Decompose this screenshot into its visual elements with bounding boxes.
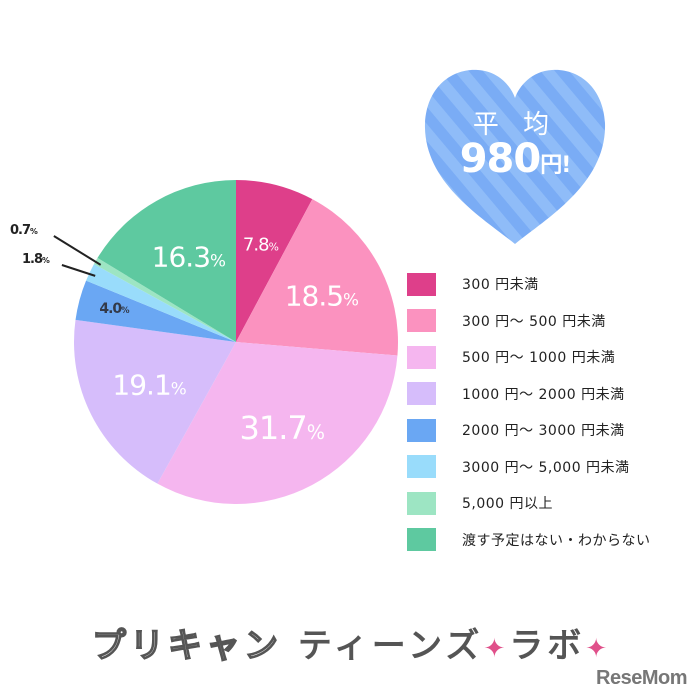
slice-value-label: 0.7% (10, 223, 38, 238)
slice-value-label: 16.3% (151, 240, 226, 274)
legend-swatch (407, 455, 436, 479)
legend-swatch (407, 309, 436, 333)
legend-item: 5,000 円以上 (407, 485, 651, 522)
slice-value-label: 19.1% (112, 368, 186, 402)
pie-slice (75, 280, 237, 342)
brand-solid-text-1: ティーンズ (297, 626, 484, 666)
legend-swatch (407, 491, 436, 515)
average-amount: 980 (459, 136, 541, 182)
legend-item: 500 円～ 1000 円未満 (407, 339, 651, 376)
legend-item: 300 円未満 (407, 266, 651, 303)
legend-item: 1000 円～ 2000 円未満 (407, 376, 651, 413)
pie-slice (236, 180, 313, 342)
legend-label: 500 円～ 1000 円未満 (462, 350, 616, 367)
legend-swatch (407, 345, 436, 369)
average-label: 平 均 (472, 110, 558, 140)
brand-outline-text: プリキャン (91, 625, 282, 667)
publisher-logo: ReseMom (596, 667, 687, 689)
sparkle-icon: ✦ (483, 634, 510, 664)
pie-slice (236, 199, 398, 356)
legend-label: 1000 円～ 2000 円未満 (462, 386, 625, 403)
brand-solid-text-2: ラボ (509, 626, 586, 666)
average-unit: 円! (540, 153, 571, 178)
slice-value-label: 1.8% (22, 252, 50, 267)
slice-value-label: 18.5% (284, 279, 359, 313)
brand-logo: プリキャン ティーンズ✦ラボ✦ (91, 618, 612, 667)
legend-label: 300 円～ 500 円未満 (462, 313, 606, 330)
legend-item: 渡す予定はない・わからない (407, 522, 651, 559)
legend-label: 300 円未満 (462, 277, 539, 294)
legend-swatch (407, 418, 436, 442)
sparkle-icon: ✦ (585, 634, 612, 664)
legend-item: 2000 円～ 3000 円未満 (407, 412, 651, 449)
pie-slice (93, 257, 236, 342)
slice-value-label: 7.8% (242, 234, 279, 256)
chart-legend: 300 円未満 300 円～ 500 円未満 500 円～ 1000 円未満 1000… (407, 266, 651, 558)
legend-label: 5,000 円以上 (462, 496, 554, 513)
legend-item: 3000 円～ 5,000 円未満 (407, 449, 651, 486)
legend-swatch (407, 528, 436, 552)
slice-value-label: 4.0% (99, 301, 129, 318)
legend-label: 渡す予定はない・わからない (462, 532, 651, 549)
legend-label: 3000 円～ 5,000 円未満 (462, 459, 630, 476)
pie-slice (74, 319, 236, 484)
slice-value-label: 31.7% (239, 408, 325, 447)
heart-badge (424, 69, 606, 244)
legend-item: 300 円～ 500 円未満 (407, 303, 651, 340)
pie-slice (86, 264, 236, 342)
pie-slice (157, 342, 398, 504)
average-value: 980円! (423, 136, 607, 182)
pie-slice (97, 180, 236, 342)
legend-swatch (407, 382, 436, 406)
legend-label: 2000 円～ 3000 円未満 (462, 423, 625, 440)
legend-swatch (407, 272, 436, 296)
